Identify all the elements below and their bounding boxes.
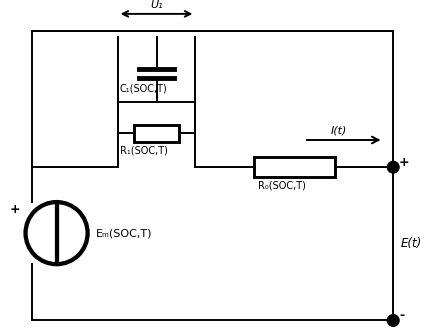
Text: -: - xyxy=(399,309,404,322)
Text: E(t): E(t) xyxy=(401,237,422,250)
Circle shape xyxy=(387,161,399,173)
Text: R₁(SOC,T): R₁(SOC,T) xyxy=(120,146,167,156)
Text: +: + xyxy=(10,203,21,216)
Text: +: + xyxy=(399,156,410,169)
Text: Eₘ(SOC,T): Eₘ(SOC,T) xyxy=(95,228,152,238)
Text: R₀(SOC,T): R₀(SOC,T) xyxy=(259,181,306,191)
FancyBboxPatch shape xyxy=(134,125,179,142)
Text: U₁: U₁ xyxy=(150,0,163,10)
Text: C₁(SOC,T): C₁(SOC,T) xyxy=(120,83,167,93)
Circle shape xyxy=(387,315,399,326)
Text: I(t): I(t) xyxy=(331,125,347,135)
FancyBboxPatch shape xyxy=(253,157,335,177)
